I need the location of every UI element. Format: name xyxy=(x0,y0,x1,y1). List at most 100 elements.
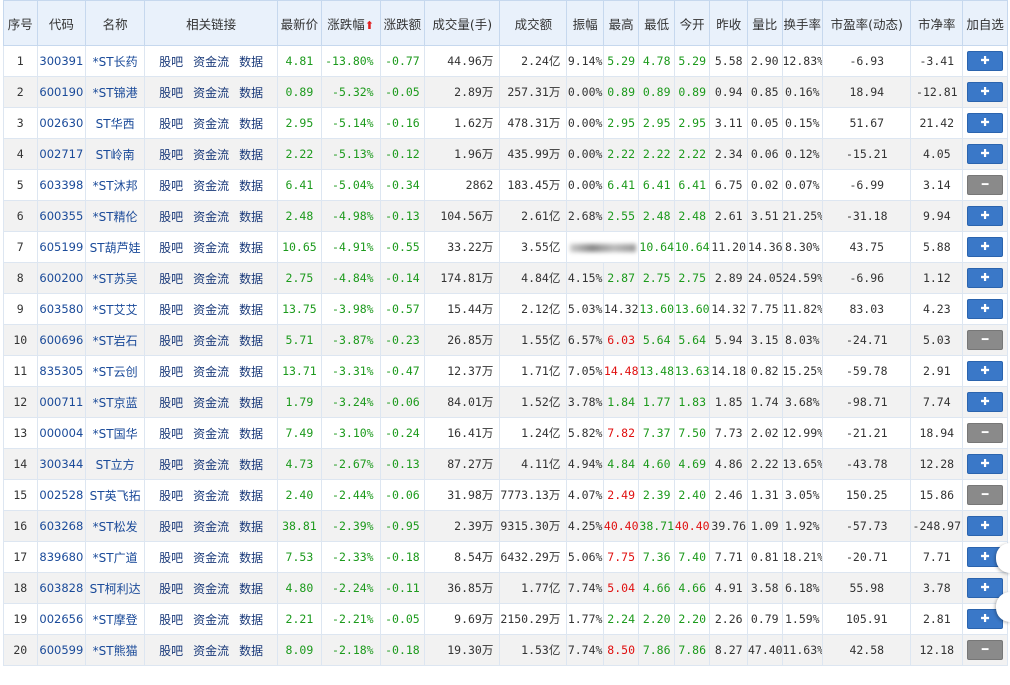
fund-flow-link[interactable]: 资金流 xyxy=(193,271,230,286)
fund-flow-link[interactable]: 资金流 xyxy=(193,581,230,596)
stock-code-link[interactable]: 605199 xyxy=(36,231,87,263)
stock-code-link[interactable]: 600200 xyxy=(36,262,87,294)
guba-link[interactable]: 股吧 xyxy=(159,116,184,131)
data-link[interactable]: 数据 xyxy=(239,426,264,441)
stock-name-link[interactable]: *ST长药 xyxy=(85,45,146,77)
add-watchlist-button[interactable]: ✚ xyxy=(967,516,1004,536)
guba-link[interactable]: 股吧 xyxy=(159,178,184,193)
remove-watchlist-button[interactable]: ━ xyxy=(967,330,1004,350)
guba-link[interactable]: 股吧 xyxy=(159,581,184,596)
stock-name-link[interactable]: *ST艾艾 xyxy=(85,293,146,325)
stock-name-link[interactable]: *ST云创 xyxy=(85,355,146,387)
stock-code-link[interactable]: 835305 xyxy=(36,355,87,387)
fund-flow-link[interactable]: 资金流 xyxy=(193,612,230,627)
fund-flow-link[interactable]: 资金流 xyxy=(193,426,230,441)
fund-flow-link[interactable]: 资金流 xyxy=(193,395,230,410)
add-watchlist-button[interactable]: ✚ xyxy=(967,144,1004,164)
column-header-4[interactable]: 最新价 xyxy=(277,0,322,46)
stock-name-link[interactable]: ST立方 xyxy=(85,448,146,480)
stock-name-link[interactable]: ST岭南 xyxy=(85,138,146,170)
guba-link[interactable]: 股吧 xyxy=(159,209,184,224)
stock-name-link[interactable]: ST柯利达 xyxy=(85,572,146,604)
stock-code-link[interactable]: 600696 xyxy=(36,324,87,356)
guba-link[interactable]: 股吧 xyxy=(159,488,184,503)
stock-code-link[interactable]: 603580 xyxy=(36,293,87,325)
column-header-5[interactable]: 涨跌幅⬆ xyxy=(320,0,381,46)
stock-code-link[interactable]: 002528 xyxy=(36,479,87,511)
stock-name-link[interactable]: ST华西 xyxy=(85,107,146,139)
stock-name-link[interactable]: *ST熊猫 xyxy=(85,634,146,666)
column-header-13[interactable]: 昨收 xyxy=(709,0,748,46)
fund-flow-link[interactable]: 资金流 xyxy=(193,54,230,69)
data-link[interactable]: 数据 xyxy=(239,85,264,100)
guba-link[interactable]: 股吧 xyxy=(159,364,184,379)
column-header-8[interactable]: 成交额 xyxy=(499,0,568,46)
stock-name-link[interactable]: *ST国华 xyxy=(85,417,146,449)
stock-code-link[interactable]: 600355 xyxy=(36,200,87,232)
stock-name-link[interactable]: ST英飞拓 xyxy=(85,479,146,511)
guba-link[interactable]: 股吧 xyxy=(159,457,184,472)
add-watchlist-button[interactable]: ✚ xyxy=(967,361,1004,381)
guba-link[interactable]: 股吧 xyxy=(159,85,184,100)
fund-flow-link[interactable]: 资金流 xyxy=(193,147,230,162)
stock-name-link[interactable]: *ST锦港 xyxy=(85,76,146,108)
remove-watchlist-button[interactable]: ━ xyxy=(967,423,1004,443)
sort-desc-arrow-icon[interactable]: ⬆ xyxy=(364,18,375,32)
stock-code-link[interactable]: 603828 xyxy=(36,572,87,604)
fund-flow-link[interactable]: 资金流 xyxy=(193,116,230,131)
data-link[interactable]: 数据 xyxy=(239,240,264,255)
guba-link[interactable]: 股吧 xyxy=(159,550,184,565)
stock-name-link[interactable]: ST葫芦娃 xyxy=(85,231,146,263)
add-watchlist-button[interactable]: ✚ xyxy=(967,392,1004,412)
stock-code-link[interactable]: 603398 xyxy=(36,169,87,201)
data-link[interactable]: 数据 xyxy=(239,643,264,658)
column-header-14[interactable]: 量比 xyxy=(746,0,783,46)
guba-link[interactable]: 股吧 xyxy=(159,519,184,534)
column-header-6[interactable]: 涨跌额 xyxy=(379,0,426,46)
guba-link[interactable]: 股吧 xyxy=(159,240,184,255)
fund-flow-link[interactable]: 资金流 xyxy=(193,643,230,658)
data-link[interactable]: 数据 xyxy=(239,488,264,503)
column-header-17[interactable]: 市净率 xyxy=(910,0,964,46)
side-widget-tab[interactable] xyxy=(996,543,1010,573)
data-link[interactable]: 数据 xyxy=(239,581,264,596)
data-link[interactable]: 数据 xyxy=(239,302,264,317)
stock-name-link[interactable]: *ST松发 xyxy=(85,510,146,542)
fund-flow-link[interactable]: 资金流 xyxy=(193,302,230,317)
add-watchlist-button[interactable]: ✚ xyxy=(967,299,1004,319)
add-watchlist-button[interactable]: ✚ xyxy=(967,237,1004,257)
column-header-10[interactable]: 最高 xyxy=(602,0,640,46)
stock-name-link[interactable]: *ST精伦 xyxy=(85,200,146,232)
fund-flow-link[interactable]: 资金流 xyxy=(193,209,230,224)
data-link[interactable]: 数据 xyxy=(239,178,264,193)
column-header-12[interactable]: 今开 xyxy=(673,0,711,46)
data-link[interactable]: 数据 xyxy=(239,147,264,162)
stock-name-link[interactable]: *ST摩登 xyxy=(85,603,146,635)
data-link[interactable]: 数据 xyxy=(239,395,264,410)
data-link[interactable]: 数据 xyxy=(239,116,264,131)
add-watchlist-button[interactable]: ✚ xyxy=(967,454,1004,474)
guba-link[interactable]: 股吧 xyxy=(159,333,184,348)
data-link[interactable]: 数据 xyxy=(239,612,264,627)
column-header-16[interactable]: 市盈率(动态) xyxy=(822,0,912,46)
fund-flow-link[interactable]: 资金流 xyxy=(193,240,230,255)
guba-link[interactable]: 股吧 xyxy=(159,643,184,658)
guba-link[interactable]: 股吧 xyxy=(159,426,184,441)
side-widget-tab[interactable] xyxy=(996,592,1010,622)
data-link[interactable]: 数据 xyxy=(239,54,264,69)
data-link[interactable]: 数据 xyxy=(239,519,264,534)
column-header-7[interactable]: 成交量(手) xyxy=(424,0,501,46)
stock-code-link[interactable]: 002656 xyxy=(36,603,87,635)
column-header-15[interactable]: 换手率 xyxy=(781,0,824,46)
stock-code-link[interactable]: 600190 xyxy=(36,76,87,108)
fund-flow-link[interactable]: 资金流 xyxy=(193,488,230,503)
add-watchlist-button[interactable]: ✚ xyxy=(967,578,1004,598)
add-watchlist-button[interactable]: ✚ xyxy=(967,268,1004,288)
guba-link[interactable]: 股吧 xyxy=(159,147,184,162)
stock-name-link[interactable]: *ST岩石 xyxy=(85,324,146,356)
stock-name-link[interactable]: *ST广道 xyxy=(85,541,146,573)
fund-flow-link[interactable]: 资金流 xyxy=(193,457,230,472)
stock-code-link[interactable]: 000711 xyxy=(36,386,87,418)
add-watchlist-button[interactable]: ✚ xyxy=(967,82,1004,102)
guba-link[interactable]: 股吧 xyxy=(159,612,184,627)
